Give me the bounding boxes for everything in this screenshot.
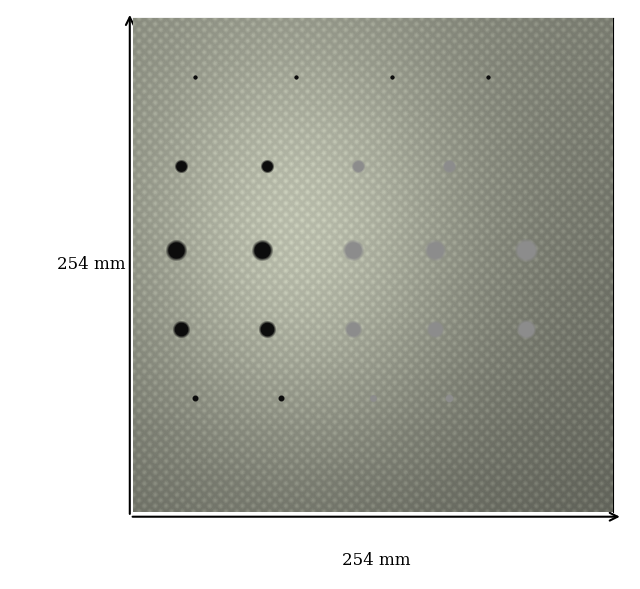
Text: 254 mm: 254 mm xyxy=(57,256,125,273)
Text: 254 mm: 254 mm xyxy=(342,552,410,569)
